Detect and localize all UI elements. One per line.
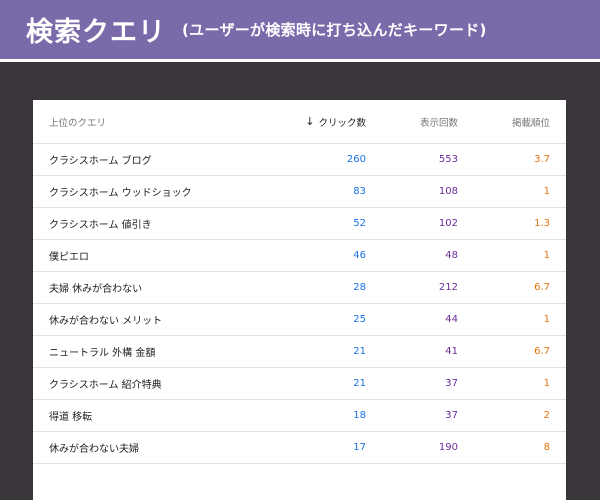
row-impressions: 102 (438, 218, 458, 229)
row-impressions: 41 (445, 346, 458, 357)
row-impressions: 44 (445, 314, 458, 325)
row-clicks: 83 (353, 186, 366, 197)
row-query: 休みが合わない メリット (49, 316, 163, 327)
banner-title: 検索クエリ (26, 17, 166, 48)
row-impressions: 37 (445, 410, 458, 421)
table-row[interactable]: クラシスホーム ウッドショック 83 108 1 (33, 176, 566, 208)
row-position: 8 (543, 442, 550, 453)
row-clicks: 260 (346, 154, 366, 165)
row-clicks: 21 (353, 378, 366, 389)
table-header: 上位のクエリ ↓ クリック数 表示回数 掲載順位 (33, 100, 566, 144)
row-position: 1 (543, 378, 550, 389)
row-clicks: 17 (353, 442, 366, 453)
row-clicks: 28 (353, 282, 366, 293)
row-query: 得道 移転 (49, 412, 93, 423)
row-impressions: 212 (438, 282, 458, 293)
header-query[interactable]: 上位のクエリ (49, 117, 107, 129)
row-query: 休みが合わない夫婦 (49, 444, 139, 455)
header-clicks-label: クリック数 (318, 117, 366, 129)
header-position[interactable]: 掲載順位 (511, 117, 550, 129)
table-row[interactable]: クラシスホーム 値引き 52 102 1.3 (33, 208, 566, 240)
row-clicks: 52 (353, 218, 366, 229)
row-position: 1 (543, 314, 550, 325)
row-clicks: 21 (353, 346, 366, 357)
row-position: 1.3 (534, 218, 550, 229)
table-row[interactable]: 夫婦 休みが合わない 28 212 6.7 (33, 272, 566, 304)
row-impressions: 553 (438, 154, 458, 165)
row-query: クラシスホーム ウッドショック (49, 188, 192, 199)
table-row[interactable]: 得道 移転 18 37 2 (33, 400, 566, 432)
sort-down-icon: ↓ (305, 115, 315, 128)
row-position: 2 (543, 410, 550, 421)
row-query: 夫婦 休みが合わない (49, 284, 143, 295)
row-clicks: 25 (353, 314, 366, 325)
row-position: 6.7 (534, 282, 550, 293)
table-row[interactable]: クラシスホーム ブログ 260 553 3.7 (33, 144, 566, 176)
table-row[interactable]: 休みが合わない メリット 25 44 1 (33, 304, 566, 336)
table-row[interactable]: クラシスホーム 紹介特典 21 37 1 (33, 368, 566, 400)
row-impressions: 48 (445, 250, 458, 261)
row-query: 僕ピエロ (49, 252, 89, 263)
row-position: 3.7 (534, 154, 550, 165)
row-query: クラシスホーム 値引き (49, 220, 152, 231)
table-row[interactable]: ニュートラル 外構 金額 21 41 6.7 (33, 336, 566, 368)
row-impressions: 190 (438, 442, 458, 453)
row-position: 1 (543, 186, 550, 197)
row-query: クラシスホーム 紹介特典 (49, 380, 162, 391)
row-query: クラシスホーム ブログ (49, 156, 152, 167)
row-impressions: 108 (438, 186, 458, 197)
query-table: 上位のクエリ ↓ クリック数 表示回数 掲載順位 クラシスホーム ブログ 260… (33, 100, 566, 500)
table-row[interactable]: 僕ピエロ 46 48 1 (33, 240, 566, 272)
banner-subtitle: (ユーザーが検索時に打ち込んだキーワード) (182, 21, 487, 39)
row-impressions: 37 (445, 378, 458, 389)
row-query: ニュートラル 外構 金額 (49, 348, 156, 359)
row-clicks: 18 (353, 410, 366, 421)
header-clicks[interactable]: ↓ クリック数 (305, 100, 366, 143)
row-position: 6.7 (534, 346, 550, 357)
row-clicks: 46 (353, 250, 366, 261)
title-banner: 検索クエリ (ユーザーが検索時に打ち込んだキーワード) (0, 0, 600, 62)
row-position: 1 (543, 250, 550, 261)
table-row[interactable]: 休みが合わない夫婦 17 190 8 (33, 432, 566, 464)
header-impressions[interactable]: 表示回数 (419, 117, 458, 129)
